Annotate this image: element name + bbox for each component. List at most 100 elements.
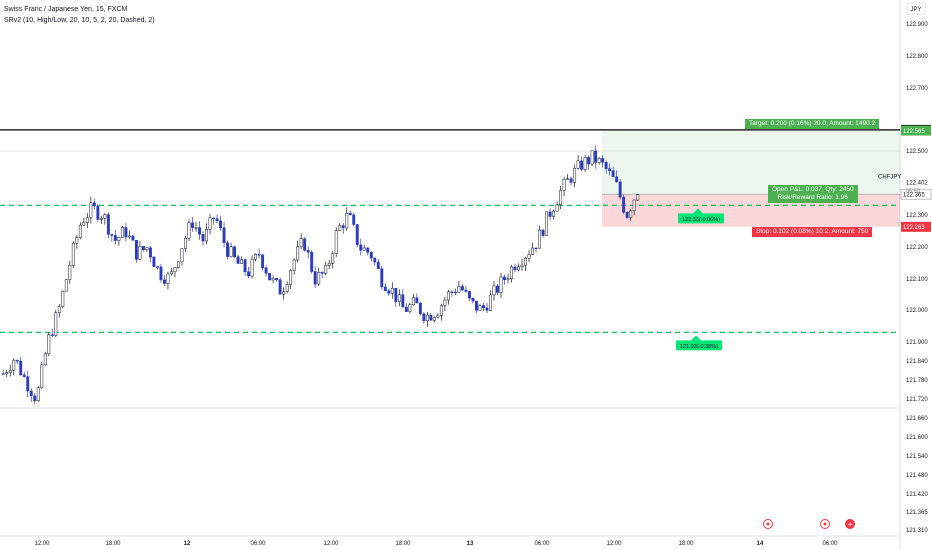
candle-body <box>425 314 429 322</box>
candle-body <box>492 285 496 296</box>
y-tick-label: 121.420 <box>906 492 928 498</box>
candle-body <box>99 218 103 220</box>
candle-body <box>415 297 419 304</box>
candle-body <box>467 291 471 299</box>
candle-body <box>247 271 251 277</box>
x-tick-label: 06:00 <box>822 541 838 547</box>
y-tick-label: 121.480 <box>906 473 928 479</box>
event-icon <box>845 519 855 529</box>
y-tick-label: 121.365 <box>906 510 928 516</box>
candle-body <box>64 279 68 292</box>
candle-body <box>310 252 314 272</box>
candle-body <box>632 199 636 212</box>
candle-body <box>566 178 570 180</box>
resistance-label: 122.33(-0.06%) <box>682 217 720 223</box>
candle-body <box>208 217 212 230</box>
candle-body <box>50 334 54 336</box>
candle-body <box>443 299 447 306</box>
candle-body <box>436 315 440 318</box>
entry-badge-bg <box>901 189 931 200</box>
x-tick-label: 06:00 <box>534 541 550 547</box>
candle-body <box>285 284 289 293</box>
resistance-label-arrow <box>693 208 703 214</box>
candle-body <box>485 307 489 311</box>
candle-body <box>229 246 233 257</box>
countdown-label: 06:50 <box>906 188 920 194</box>
candle-body <box>180 248 184 263</box>
candle-body <box>517 266 520 271</box>
candle-body <box>54 312 58 336</box>
target-badge-bg <box>901 125 931 136</box>
candle-body <box>250 258 254 277</box>
candle-body <box>212 217 215 219</box>
pnl-label: Open P&L: 0.037, Qty: 2450 <box>772 186 854 193</box>
candle-body <box>134 240 138 260</box>
y-tick-label: 121.540 <box>906 454 928 460</box>
target-label: Target: 0.200 (0.16%) 20.0, Amount: 1490… <box>745 119 880 129</box>
candle-body <box>313 271 317 285</box>
event-icon-dot <box>823 522 827 526</box>
y-tick-label: 121.660 <box>906 416 928 422</box>
candle-body <box>355 224 359 246</box>
y-tick-label: 121.310 <box>906 528 928 534</box>
candle-body <box>362 247 366 251</box>
candle-body <box>513 266 517 271</box>
y-tick-label: 121.900 <box>906 340 928 346</box>
candle-body <box>127 235 131 238</box>
candle-body <box>531 247 534 255</box>
candle-body <box>359 244 363 251</box>
candle-body <box>608 168 612 171</box>
candle-body <box>145 247 149 250</box>
event-icon-dot <box>766 522 770 526</box>
y-tick-label: 121.720 <box>906 397 928 403</box>
y-tick-label: 122.900 <box>906 22 928 28</box>
candle-body <box>68 264 72 280</box>
candle-body <box>5 372 9 375</box>
candle-body <box>629 210 633 218</box>
candle-body <box>496 285 499 293</box>
candle-body <box>460 286 464 291</box>
candle-body <box>576 160 580 169</box>
x-tick-label: 13 <box>467 541 474 547</box>
currency-box <box>906 2 926 15</box>
candle-body <box>334 230 338 254</box>
y-tick-label: 121.840 <box>906 359 928 365</box>
candle-body <box>324 265 328 274</box>
support-label-bg <box>676 340 722 351</box>
candle-body <box>85 217 89 223</box>
candle-body <box>12 359 16 371</box>
candle-body <box>282 291 286 295</box>
candle-body <box>401 294 405 308</box>
candle-body <box>205 228 208 242</box>
candle-body <box>352 214 356 225</box>
candle-body <box>520 264 524 267</box>
candle-body <box>120 227 124 238</box>
support-label: 121.93(-0.38%) <box>680 344 718 350</box>
candle-body <box>233 246 237 257</box>
entry-badge-border <box>900 188 932 200</box>
candle-body <box>341 225 345 229</box>
candle-body <box>317 271 321 285</box>
candle-body <box>110 234 114 236</box>
candle-body <box>278 279 282 295</box>
candle-body <box>19 360 23 376</box>
event-icon-glyph: + <box>847 521 853 529</box>
candle-body <box>587 157 591 165</box>
candle-body <box>306 250 310 253</box>
candle-body <box>191 222 194 228</box>
candle-body <box>373 257 377 263</box>
candle-body <box>71 243 75 266</box>
candle-body <box>580 160 584 170</box>
candle-body <box>390 287 394 294</box>
candle-body <box>8 370 12 373</box>
x-tick-label: 12 <box>184 541 191 547</box>
candle-body <box>201 234 205 242</box>
y-tick-label: 122.300 <box>906 213 928 219</box>
candle-body <box>541 229 545 236</box>
candle-body <box>254 254 258 260</box>
y-tick-label: 122.700 <box>906 86 928 92</box>
x-tick-label: 18:00 <box>105 541 121 547</box>
candle-body <box>439 305 443 316</box>
candle-body <box>429 314 433 321</box>
